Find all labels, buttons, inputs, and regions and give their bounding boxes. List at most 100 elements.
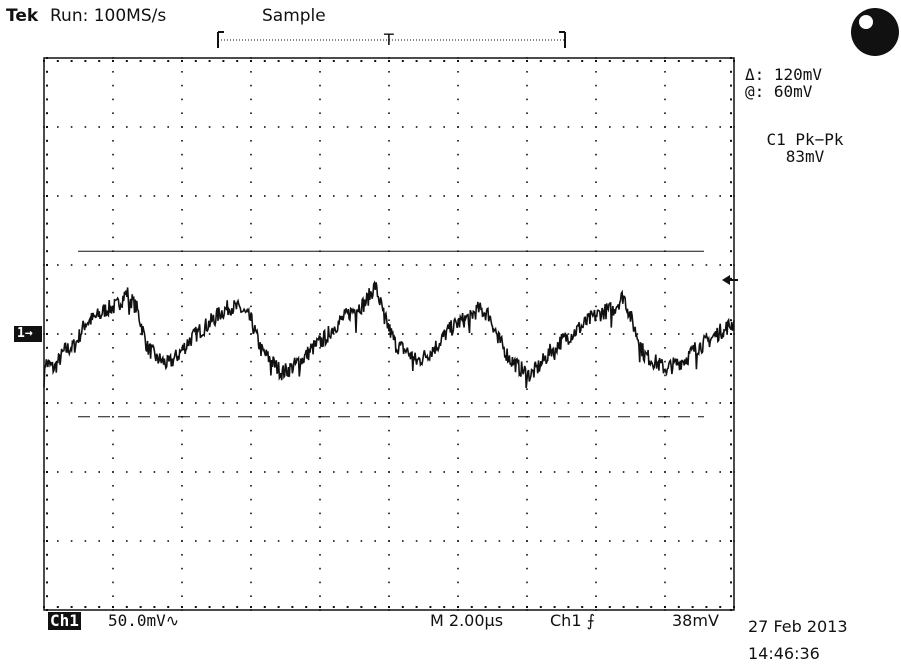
grid-dot bbox=[526, 333, 528, 335]
grid-dot bbox=[471, 333, 473, 335]
grid-dot bbox=[526, 60, 528, 62]
grid-dot bbox=[622, 606, 625, 608]
grid-dot bbox=[526, 512, 528, 515]
grid-dot bbox=[429, 540, 432, 542]
grid-dot bbox=[46, 112, 48, 115]
grid-dot bbox=[457, 112, 459, 114]
grid-dot bbox=[319, 236, 321, 239]
grid-dot bbox=[56, 60, 59, 62]
grid-dot bbox=[112, 416, 114, 418]
grid-dot bbox=[277, 540, 280, 542]
grid-dot bbox=[595, 209, 597, 211]
grid-dot bbox=[581, 540, 583, 542]
grid-dot bbox=[112, 333, 114, 335]
grid-dot bbox=[236, 402, 238, 404]
grid-dot bbox=[730, 540, 732, 542]
grid-dot bbox=[415, 402, 418, 404]
grid-dot bbox=[319, 167, 321, 170]
grid-dot bbox=[250, 333, 252, 335]
grid-dot bbox=[429, 126, 432, 128]
grid-dot bbox=[429, 333, 432, 335]
grid-dot bbox=[46, 374, 48, 377]
grid-dot bbox=[595, 443, 597, 446]
grid-dot bbox=[415, 195, 418, 197]
grid-dot bbox=[112, 195, 114, 197]
grid-dot bbox=[222, 60, 225, 62]
grid-dot bbox=[719, 606, 722, 608]
grid-dot bbox=[650, 126, 652, 128]
grid-dot bbox=[388, 333, 390, 335]
grid-dot bbox=[84, 471, 87, 473]
grid-dot bbox=[636, 471, 639, 473]
grid-dot bbox=[402, 471, 404, 473]
grid-dot bbox=[250, 457, 252, 459]
grid-dot bbox=[112, 471, 114, 473]
grid-dot bbox=[664, 443, 666, 446]
grid-dot bbox=[691, 195, 694, 197]
grid-dot bbox=[498, 540, 501, 542]
grid-dot bbox=[181, 264, 183, 266]
grid-dot bbox=[46, 291, 48, 294]
grid-dot bbox=[730, 526, 732, 529]
grid-dot bbox=[595, 388, 597, 390]
grid-dot bbox=[346, 60, 349, 62]
grid-dot bbox=[388, 498, 390, 501]
grid-dot bbox=[360, 333, 363, 335]
grid-dot bbox=[457, 581, 459, 584]
grid-dot bbox=[112, 567, 114, 570]
grid-dot bbox=[429, 60, 432, 62]
grid-dot bbox=[553, 264, 556, 266]
grid-dot bbox=[388, 195, 390, 197]
grid-dot bbox=[636, 126, 639, 128]
grid-dot bbox=[167, 402, 169, 404]
grid-dot bbox=[250, 222, 252, 225]
grid-dot bbox=[250, 374, 252, 377]
grid-dot bbox=[277, 60, 280, 62]
grid-dot bbox=[46, 236, 48, 239]
grid-dot bbox=[305, 264, 307, 266]
grid-dot bbox=[595, 498, 597, 501]
grid-dot bbox=[388, 388, 390, 390]
grid-dot bbox=[250, 360, 252, 363]
grid-dot bbox=[457, 167, 459, 170]
grid-dot bbox=[153, 126, 156, 128]
grid-dot bbox=[526, 167, 528, 170]
grid-dot bbox=[526, 485, 528, 487]
grid-dot bbox=[46, 98, 48, 101]
grid-dot bbox=[333, 471, 335, 473]
grid-dot bbox=[388, 606, 390, 608]
grid-dot bbox=[553, 402, 556, 404]
grid-dot bbox=[112, 98, 114, 101]
grid-dot bbox=[388, 429, 390, 432]
grid-dot bbox=[222, 540, 225, 542]
grid-dot bbox=[664, 222, 666, 225]
grid-dot bbox=[622, 264, 625, 266]
grid-dot bbox=[443, 606, 446, 608]
grid-dot bbox=[46, 181, 48, 184]
grid-dot bbox=[333, 402, 335, 404]
grid-dot bbox=[526, 581, 528, 584]
grid-dot bbox=[139, 333, 142, 335]
grid-dot bbox=[730, 139, 732, 142]
grid-dot bbox=[730, 553, 732, 556]
grid-dot bbox=[678, 333, 680, 335]
grid-dot bbox=[374, 264, 376, 266]
grid-dot bbox=[526, 98, 528, 101]
grid-dot bbox=[250, 264, 252, 266]
grid-dot bbox=[319, 485, 321, 487]
grid-dot bbox=[319, 402, 321, 404]
grid-dot bbox=[622, 471, 625, 473]
grid-dot bbox=[291, 333, 294, 335]
grid-dot bbox=[540, 126, 542, 128]
grid-dot bbox=[730, 319, 732, 322]
grid-dot bbox=[98, 60, 101, 62]
grid-dot bbox=[126, 126, 128, 128]
grid-dot bbox=[250, 278, 252, 280]
grid-dot bbox=[664, 98, 666, 101]
grid-dot bbox=[664, 126, 666, 128]
grid-dot bbox=[374, 540, 376, 542]
grid-dot bbox=[250, 236, 252, 239]
grid-dot bbox=[374, 60, 377, 62]
grid-dot bbox=[195, 471, 197, 473]
grid-dot bbox=[512, 60, 515, 62]
